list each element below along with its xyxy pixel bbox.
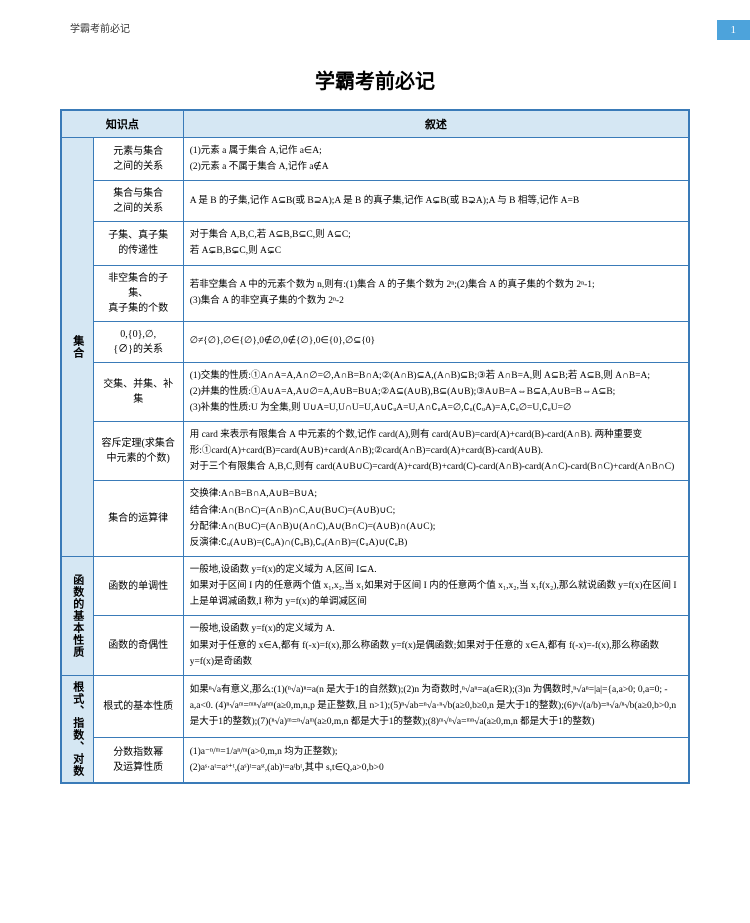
topic-cell: 非空集合的子集、真子集的个数 — [93, 265, 183, 321]
desc-cell: 交换律:A∩B=B∩A,A∪B=B∪A;结合律:A∩(B∩C)=(A∩B)∩C,… — [183, 481, 689, 557]
page-container: 学霸考前必记 1 学霸考前必记 知识点 叙述 集合元素与集合之间的关系(1)元素… — [0, 0, 750, 804]
page-number: 1 — [717, 20, 750, 40]
topic-cell: 集合与集合之间的关系 — [93, 181, 183, 222]
desc-cell: 若非空集合 A 中的元素个数为 n,则有:(1)集合 A 的子集个数为 2ⁿ;(… — [183, 265, 689, 321]
header-label: 学霸考前必记 — [0, 20, 130, 35]
table-row: 分数指数幂及运算性质(1)a⁻ⁿ/ᵐ=1/aⁿ/ᵐ(a>0,m,n 均为正整数)… — [61, 737, 689, 783]
desc-cell: A 是 B 的子集,记作 A⊆B(或 B⊇A);A 是 B 的真子集,记作 A⊊… — [183, 181, 689, 222]
table-row: 集合与集合之间的关系A 是 B 的子集,记作 A⊆B(或 B⊇A);A 是 B … — [61, 181, 689, 222]
main-table: 知识点 叙述 集合元素与集合之间的关系(1)元素 a 属于集合 A,记作 a∈A… — [60, 109, 690, 784]
desc-cell: (1)元素 a 属于集合 A,记作 a∈A;(2)元素 a 不属于集合 A,记作… — [183, 138, 689, 181]
desc-cell: 对于集合 A,B,C,若 A⊆B,B⊆C,则 A⊆C;若 A⊊B,B⊊C,则 A… — [183, 222, 689, 265]
desc-cell: 一般地,设函数 y=f(x)的定义域为 A,区间 I⊆A.如果对于区间 I 内的… — [183, 556, 689, 615]
col-knowledge: 知识点 — [61, 110, 183, 138]
table-body: 集合元素与集合之间的关系(1)元素 a 属于集合 A,记作 a∈A;(2)元素 … — [61, 138, 689, 783]
category-cell: 函数的基本性质 — [61, 556, 93, 675]
topic-cell: 容斥定理(求集合中元素的个数) — [93, 421, 183, 480]
desc-cell: ∅≠{∅},∅∈{∅},0∉∅,0∉{∅},0∈{0},∅⊆{0} — [183, 321, 689, 362]
topic-cell: 函数的单调性 — [93, 556, 183, 615]
table-row: 交集、并集、补集(1)交集的性质:①A∩A=A,A∩∅=∅,A∩B=B∩A;②(… — [61, 362, 689, 421]
topic-cell: 元素与集合之间的关系 — [93, 138, 183, 181]
table-row: 0,{0},∅,{∅}的关系∅≠{∅},∅∈{∅},0∉∅,0∉{∅},0∈{0… — [61, 321, 689, 362]
table-row: 子集、真子集的传递性对于集合 A,B,C,若 A⊆B,B⊆C,则 A⊆C;若 A… — [61, 222, 689, 265]
topic-cell: 函数的奇偶性 — [93, 616, 183, 675]
table-row: 集合元素与集合之间的关系(1)元素 a 属于集合 A,记作 a∈A;(2)元素 … — [61, 138, 689, 181]
topic-cell: 分数指数幂及运算性质 — [93, 737, 183, 783]
table-row: 集合的运算律交换律:A∩B=B∩A,A∪B=B∪A;结合律:A∩(B∩C)=(A… — [61, 481, 689, 557]
topic-cell: 子集、真子集的传递性 — [93, 222, 183, 265]
category-cell: 根式、指数、对数 — [61, 675, 93, 783]
topic-cell: 集合的运算律 — [93, 481, 183, 557]
table-row: 容斥定理(求集合中元素的个数)用 card 来表示有限集合 A 中元素的个数,记… — [61, 421, 689, 480]
desc-cell: (1)交集的性质:①A∩A=A,A∩∅=∅,A∩B=B∩A;②(A∩B)⊆A,(… — [183, 362, 689, 421]
main-title: 学霸考前必记 — [0, 65, 750, 94]
desc-cell: 用 card 来表示有限集合 A 中元素的个数,记作 card(A),则有 ca… — [183, 421, 689, 480]
desc-cell: (1)a⁻ⁿ/ᵐ=1/aⁿ/ᵐ(a>0,m,n 均为正整数);(2)aˢ·aᵗ=… — [183, 737, 689, 783]
table-row: 根式、指数、对数根式的基本性质如果ⁿ√a有意义,那么:(1)(ⁿ√a)ⁿ=a(n… — [61, 675, 689, 737]
desc-cell: 一般地,设函数 y=f(x)的定义域为 A.如果对于任意的 x∈A,都有 f(-… — [183, 616, 689, 675]
table-row: 函数的奇偶性一般地,设函数 y=f(x)的定义域为 A.如果对于任意的 x∈A,… — [61, 616, 689, 675]
table-row: 函数的基本性质函数的单调性一般地,设函数 y=f(x)的定义域为 A,区间 I⊆… — [61, 556, 689, 615]
header-bar: 学霸考前必记 1 — [0, 0, 750, 50]
table-row: 非空集合的子集、真子集的个数若非空集合 A 中的元素个数为 n,则有:(1)集合… — [61, 265, 689, 321]
col-desc: 叙述 — [183, 110, 689, 138]
topic-cell: 0,{0},∅,{∅}的关系 — [93, 321, 183, 362]
table-wrap: 知识点 叙述 集合元素与集合之间的关系(1)元素 a 属于集合 A,记作 a∈A… — [0, 109, 750, 804]
topic-cell: 根式的基本性质 — [93, 675, 183, 737]
desc-cell: 如果ⁿ√a有意义,那么:(1)(ⁿ√a)ⁿ=a(n 是大于1的自然数);(2)n… — [183, 675, 689, 737]
topic-cell: 交集、并集、补集 — [93, 362, 183, 421]
category-cell: 集合 — [61, 138, 93, 557]
